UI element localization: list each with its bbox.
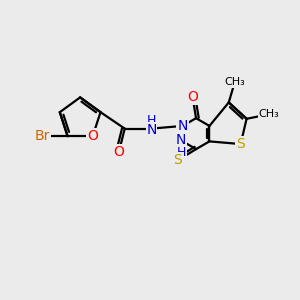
Text: N: N xyxy=(178,119,188,133)
Text: CH₃: CH₃ xyxy=(259,109,279,119)
Text: H: H xyxy=(147,114,156,127)
Text: N: N xyxy=(146,123,157,137)
Text: CH₃: CH₃ xyxy=(224,77,245,87)
Text: O: O xyxy=(187,90,198,104)
Text: Br: Br xyxy=(34,129,50,143)
Text: O: O xyxy=(87,129,98,143)
Text: O: O xyxy=(113,146,124,159)
Text: H: H xyxy=(176,146,186,159)
Text: S: S xyxy=(173,153,182,167)
Text: S: S xyxy=(236,137,245,151)
Text: N: N xyxy=(176,133,186,147)
